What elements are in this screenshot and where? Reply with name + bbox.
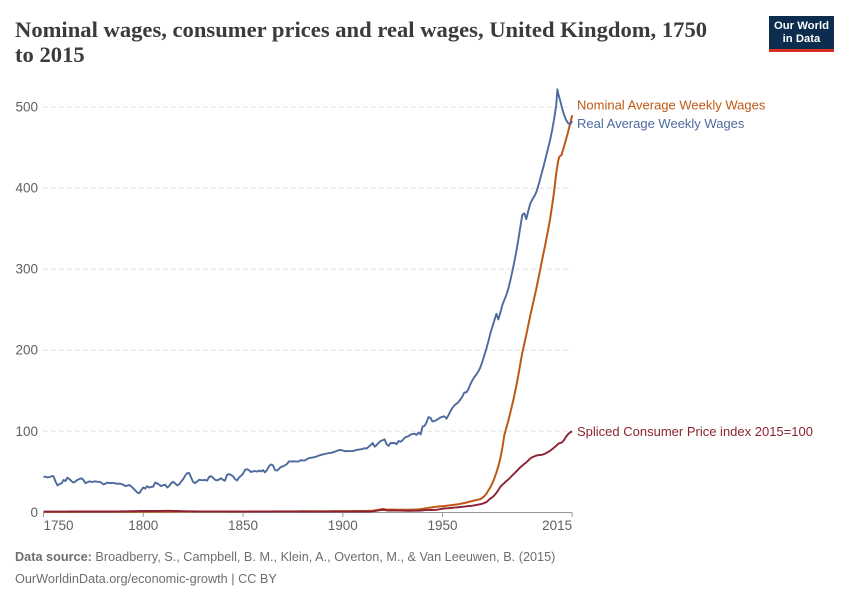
svg-text:400: 400	[15, 181, 38, 196]
svg-text:Nominal Average Weekly Wages: Nominal Average Weekly Wages	[577, 98, 766, 113]
svg-text:Real Average Weekly Wages: Real Average Weekly Wages	[577, 116, 745, 131]
svg-text:0: 0	[30, 505, 38, 520]
svg-text:500: 500	[15, 100, 38, 115]
svg-text:1950: 1950	[427, 518, 457, 533]
svg-text:1850: 1850	[228, 518, 258, 533]
svg-text:1800: 1800	[128, 518, 158, 533]
svg-text:Spliced Consumer Price index 2: Spliced Consumer Price index 2015=100	[577, 424, 813, 439]
svg-text:1900: 1900	[328, 518, 358, 533]
svg-text:100: 100	[15, 424, 38, 439]
svg-text:300: 300	[15, 262, 38, 277]
svg-text:2015: 2015	[542, 518, 572, 533]
svg-text:1750: 1750	[44, 518, 74, 533]
svg-text:200: 200	[15, 343, 38, 358]
